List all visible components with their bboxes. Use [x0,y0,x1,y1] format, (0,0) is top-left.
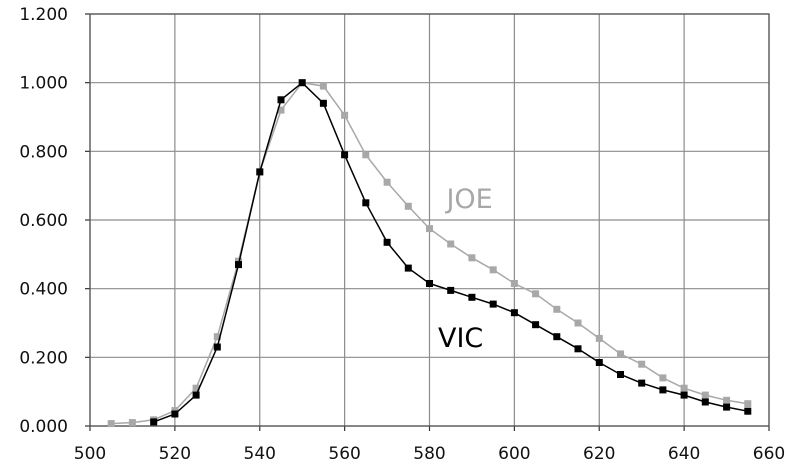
data-point-vic [468,293,476,301]
series-line-vic [153,81,748,423]
x-tick-label: 620 [583,444,615,464]
data-point-joe [574,319,582,327]
data-point-joe [617,350,624,358]
series-label-joe: JOE [444,184,492,215]
data-point-vic [319,99,327,107]
axes: 500 520 540 560 580 600 620 640 660 0.000 0.200 0.4… [19,5,785,464]
grid [89,13,770,427]
data-point-vic [256,168,264,176]
data-point-vic [744,407,752,415]
data-point-joe [468,254,476,262]
data-point-vic [213,343,221,351]
data-point-vic [553,333,561,341]
data-point-vic [574,345,582,353]
x-tick-label: 560 [328,444,360,464]
x-tick-label: 640 [668,444,700,464]
data-point-joe [192,384,200,392]
data-point-joe [659,374,667,382]
y-tick-label: 0.600 [19,211,68,231]
y-tick-label: 0.000 [19,417,68,437]
data-point-joe [319,82,327,90]
data-point-joe [426,225,433,233]
data-point-joe [723,396,731,404]
data-point-vic [298,79,306,87]
data-point-joe [510,280,518,287]
data-point-joe [107,420,115,428]
data-point-vic [192,391,200,399]
x-tick-label: 600 [498,444,530,464]
data-point-joe [744,400,752,408]
data-point-vic [617,371,624,378]
y-tick-label: 0.200 [19,348,68,368]
y-tick-label: 0.400 [19,280,68,300]
y-tick-label: 1.200 [19,5,68,25]
series-labels: JOE VIC [438,184,493,354]
data-point-joe [383,178,391,186]
x-tick-label: 540 [244,444,276,464]
data-point-vic [426,280,433,287]
data-point-joe [128,419,136,427]
series-label-vic: VIC [438,323,483,354]
x-tick-label: 660 [753,444,785,464]
data-point-vic [404,264,412,272]
y-tick-label: 1.000 [19,74,68,94]
data-point-joe [638,360,646,368]
data-point-vic [680,391,688,399]
data-point-vic [701,398,709,406]
data-point-vic [510,309,518,317]
data-point-joe [362,151,370,159]
y-tick-label: 0.800 [19,142,68,162]
data-point-vic [362,199,370,207]
data-point-joe [447,240,455,248]
data-point-vic [532,321,540,329]
data-point-vic [447,286,455,294]
data-point-vic [235,261,242,269]
series-group [107,79,752,428]
data-point-joe [277,106,285,114]
data-point-joe [341,111,349,119]
data-point-vic [341,151,349,159]
data-point-vic [659,386,667,394]
plot-frame [89,13,770,427]
data-point-vic [638,379,646,387]
data-point-joe [213,333,221,341]
data-point-vic [489,300,497,308]
x-tick-label: 580 [413,444,445,464]
data-point-joe [532,290,540,298]
data-point-vic [171,410,179,418]
x-tick-label: 520 [159,444,191,464]
data-point-vic [150,418,158,426]
data-point-vic [723,403,731,411]
x-tick-label: 500 [74,444,106,464]
data-point-joe [404,202,412,210]
data-point-vic [595,359,603,366]
data-point-joe [595,334,603,342]
data-point-vic [383,238,391,246]
data-point-vic [277,96,285,104]
data-point-joe [701,391,709,399]
data-point-joe [553,305,561,313]
data-point-joe [489,266,497,274]
data-point-joe [680,384,688,392]
